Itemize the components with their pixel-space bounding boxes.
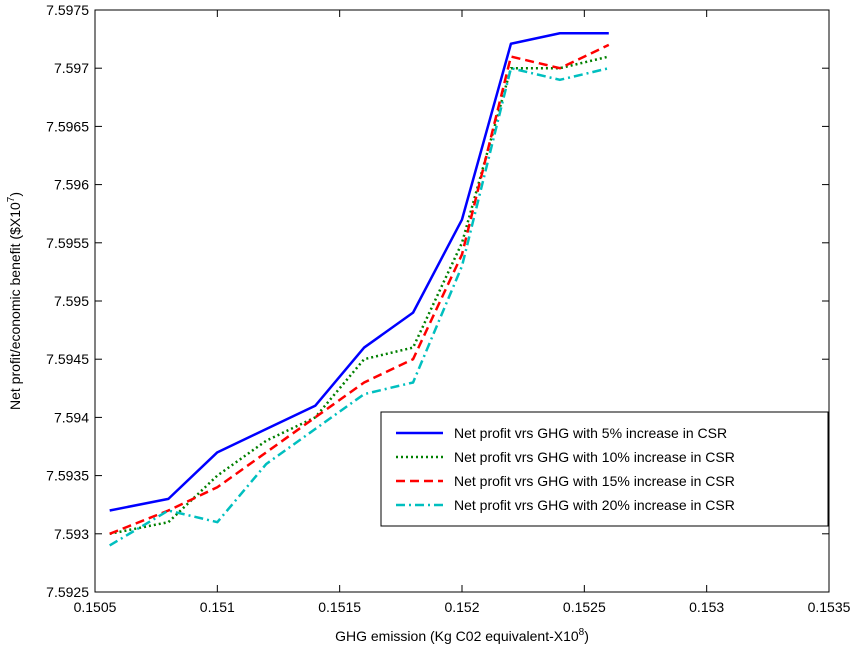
series-line-2 xyxy=(109,55,610,536)
y-tick-label: 7.5965 xyxy=(46,118,89,134)
x-axis-label: GHG emission (Kg C02 equivalent-X108) xyxy=(335,627,589,644)
y-tick-label: 7.5925 xyxy=(46,584,89,600)
legend-label-1: Net profit vrs GHG with 5% increase in C… xyxy=(454,425,727,441)
x-tick-label: 0.1515 xyxy=(318,599,361,615)
x-tick-label: 0.152 xyxy=(444,599,479,615)
x-tick-label: 0.1505 xyxy=(74,599,117,615)
legend-label-3: Net profit vrs GHG with 15% increase in … xyxy=(454,473,735,489)
y-tick-label: 7.597 xyxy=(54,60,89,76)
x-tick-label: 0.151 xyxy=(200,599,235,615)
y-axis-ticks: 7.5925 7.593 7.5935 7.594 7.5945 7.595 7.5955 7… xyxy=(46,2,829,600)
series-line-4 xyxy=(109,66,610,547)
y-tick-label: 7.594 xyxy=(54,409,89,425)
y-tick-label: 7.5955 xyxy=(46,235,89,251)
y-axis-label: Net profit/economic benefit ($X107) xyxy=(6,192,23,410)
y-tick-label: 7.5945 xyxy=(46,351,89,367)
legend-box xyxy=(380,411,829,527)
y-tick-label: 7.5975 xyxy=(46,2,89,18)
x-tick-label: 0.1525 xyxy=(563,599,606,615)
legend-label-2: Net profit vrs GHG with 10% increase in … xyxy=(454,449,735,465)
series-line-1 xyxy=(109,32,609,512)
x-axis-ticks: 0.1505 0.151 0.1515 0.152 0.1525 0.153 0.1535 xyxy=(74,10,851,615)
y-tick-label: 7.593 xyxy=(54,526,89,542)
y-tick-label: 7.595 xyxy=(54,293,89,309)
x-tick-label: 0.153 xyxy=(689,599,724,615)
legend-label-4: Net profit vrs GHG with 20% increase in … xyxy=(454,497,735,513)
plot-lines xyxy=(109,32,610,547)
y-tick-label: 7.5935 xyxy=(46,468,89,484)
y-tick-label: 7.596 xyxy=(54,177,89,193)
legend: Net profit vrs GHG with 5% increase in C… xyxy=(380,411,829,527)
series-line-3 xyxy=(109,43,610,535)
x-tick-label: 0.1535 xyxy=(808,599,851,615)
